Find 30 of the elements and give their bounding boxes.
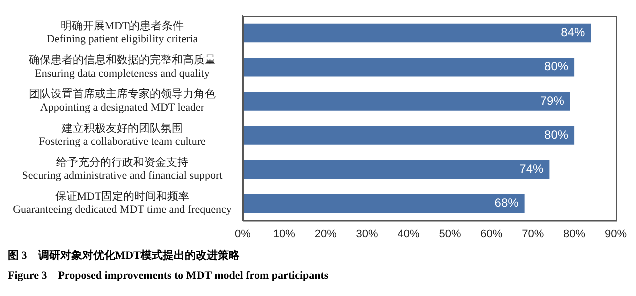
data-label: 68%	[494, 196, 520, 210]
x-tick-label: 30%	[356, 228, 379, 240]
x-tick-label: 90%	[604, 228, 628, 240]
x-tick-label: 10%	[273, 228, 296, 240]
x-tick-label: 70%	[522, 228, 544, 240]
y-tick-label: 团队设置首席或主席专家的领导力角色 Appointing a designated MDT leader	[28, 88, 216, 114]
y-tick-label: 明确开展MDT的患者条件 Defining patient eligibility criteria	[46, 20, 198, 46]
data-label: 84%	[561, 26, 586, 40]
x-tick-label: 20%	[314, 228, 338, 240]
bar	[242, 24, 592, 43]
bar	[242, 92, 570, 111]
bar	[242, 58, 575, 77]
bar	[242, 126, 575, 145]
bar	[242, 194, 525, 214]
x-tick-label: 80%	[564, 228, 586, 240]
data-label: 79%	[540, 94, 565, 108]
x-tick-label: 0%	[235, 228, 252, 240]
caption: Figure 3 Proposed improvements to MDT model from participants	[8, 269, 330, 284]
x-tick-label: 60%	[480, 228, 503, 240]
y-tick-label: 给予充分的行政和资金支持 Securing administrative and financial support	[22, 156, 223, 182]
data-label: 80%	[544, 128, 569, 142]
y-tick-label: 确保患者的信息和数据的完整和高质量 Ensuring data completeness and quality	[28, 54, 216, 80]
bar	[242, 160, 550, 180]
x-tick-label: 50%	[439, 228, 462, 240]
data-label: 80%	[544, 60, 569, 74]
x-tick-label: 40%	[398, 228, 420, 240]
caption: 图 3 调研对象对优化MDT模式提出的改进策略	[8, 248, 241, 264]
y-tick-label: 保证MDT固定的时间和频率 Guaranteeing dedicated MDT time and frequency	[13, 190, 232, 216]
data-label: 74%	[520, 162, 544, 176]
y-tick-label: 建立积极友好的团队氛围 Fostering a collaborative team culture	[39, 122, 206, 148]
